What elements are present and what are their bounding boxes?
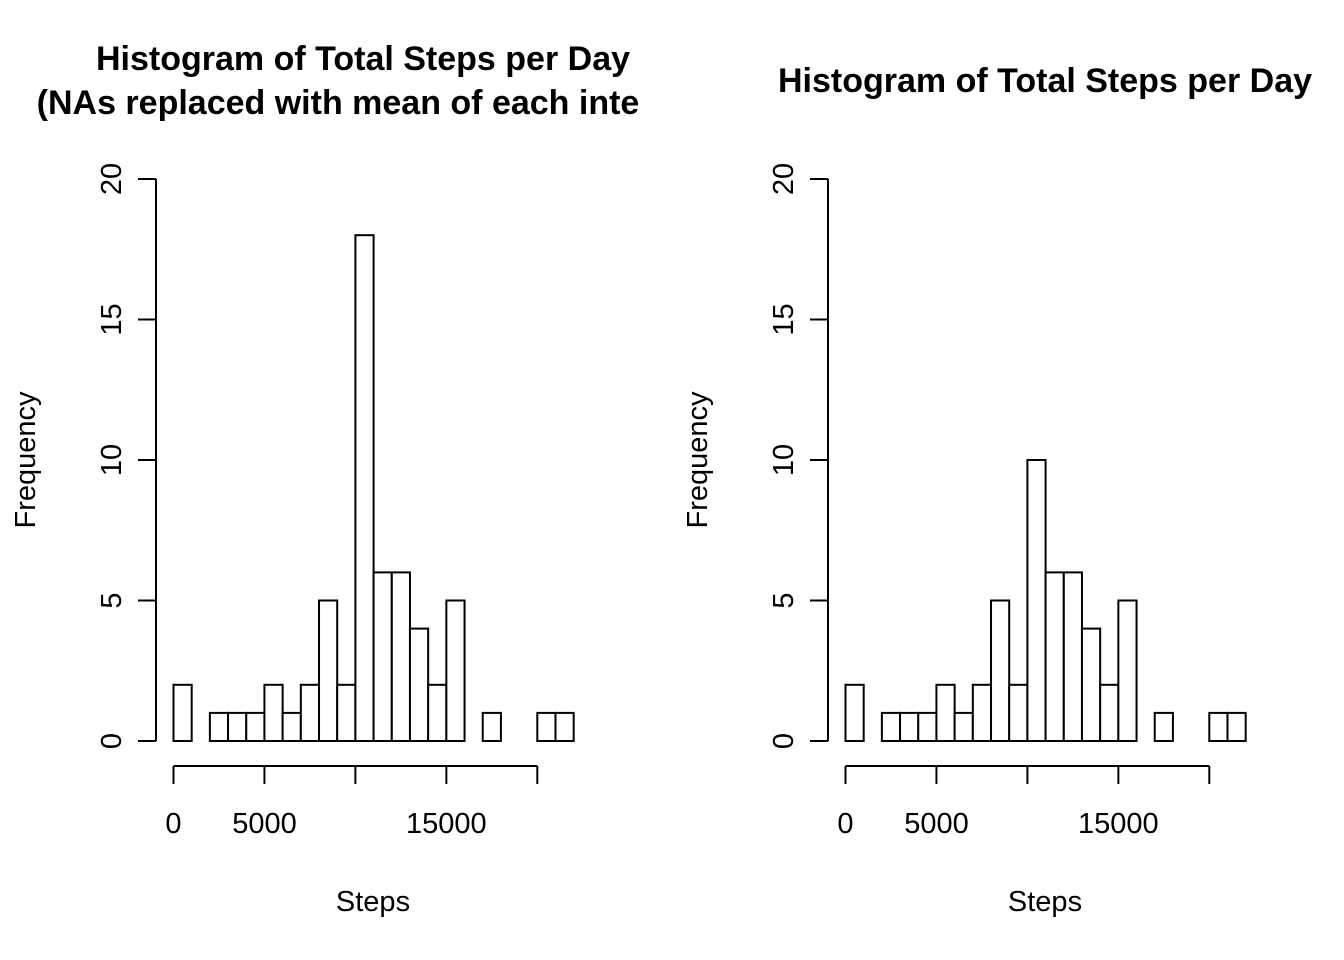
histogram-bar — [1026, 459, 1047, 742]
x-tick-label: 0 — [165, 808, 181, 840]
y-tick-label: 20 — [768, 163, 800, 195]
histogram-bar — [1099, 683, 1120, 742]
histogram-bar — [953, 711, 974, 743]
y-tick-label: 20 — [96, 163, 128, 195]
y-tick-label: 15 — [96, 303, 128, 335]
x-axis: 0 5000 15000 — [165, 765, 539, 840]
y-tick-label: 0 — [768, 733, 800, 749]
y-tick-label: 0 — [96, 733, 128, 749]
histogram-bar — [1062, 571, 1083, 743]
y-axis: 0 5 10 15 20 — [768, 163, 829, 749]
histogram-bar — [935, 683, 956, 742]
histogram-bars — [172, 234, 575, 743]
histogram-bar — [481, 711, 502, 743]
histogram-bar — [263, 683, 284, 742]
y-tick-label: 15 — [768, 303, 800, 335]
histogram-bar — [990, 599, 1011, 742]
histogram-bar — [299, 683, 321, 742]
histogram-bar — [844, 683, 865, 742]
histogram-bar — [281, 711, 302, 743]
histogram-panel-left: Histogram of Total Steps per Day (NAs re… — [10, 40, 639, 918]
y-axis-title: Frequency — [682, 391, 714, 529]
histogram-bar — [245, 711, 266, 743]
histogram-bar — [390, 571, 411, 743]
y-tick-label: 5 — [96, 592, 128, 608]
y-tick-label: 10 — [96, 444, 128, 476]
y-tick-label: 5 — [768, 592, 800, 608]
x-axis-title: Steps — [336, 886, 410, 918]
chart-title: Histogram of Total Steps per Day — [778, 62, 1312, 100]
histogram-bar — [208, 711, 230, 743]
histogram-bar — [1008, 683, 1029, 742]
histogram-bar — [971, 683, 993, 742]
histogram-bar — [1044, 571, 1065, 743]
histogram-bar — [427, 683, 448, 742]
chart-title-line-2: (NAs replaced with mean of each inte — [37, 84, 640, 122]
x-axis: 0 5000 15000 — [837, 765, 1211, 840]
histogram-bar — [172, 683, 193, 742]
histogram-bar — [1208, 711, 1229, 743]
histogram-bars — [844, 459, 1247, 743]
x-tick-label: 15000 — [1078, 808, 1159, 840]
histogram-bar — [536, 711, 557, 743]
x-tick-label: 5000 — [904, 808, 969, 840]
histogram-bar — [1226, 711, 1247, 743]
histogram-bar — [554, 711, 575, 743]
histogram-bar — [354, 234, 375, 742]
x-tick-label: 5000 — [232, 808, 297, 840]
histogram-bar — [318, 599, 339, 742]
x-axis-title: Steps — [1008, 886, 1082, 918]
histogram-bar — [408, 627, 430, 742]
chart-title-line-1: Histogram of Total Steps per Day — [96, 40, 630, 78]
histogram-bar — [1117, 599, 1138, 742]
histogram-bar — [336, 683, 357, 742]
histogram-panel-right: Histogram of Total Steps per Day Frequen… — [682, 62, 1312, 918]
y-tick-label: 10 — [768, 444, 800, 476]
histogram-bar — [1080, 627, 1102, 742]
y-axis-title: Frequency — [10, 391, 42, 529]
x-tick-label: 0 — [837, 808, 853, 840]
histogram-bar — [899, 711, 920, 743]
histogram-bar — [1153, 711, 1174, 743]
histogram-bar — [917, 711, 938, 743]
histogram-bar — [880, 711, 902, 743]
histogram-bar — [445, 599, 466, 742]
x-tick-label: 15000 — [406, 808, 487, 840]
histogram-bar — [227, 711, 248, 743]
histogram-bar — [372, 571, 393, 743]
y-axis: 0 5 10 15 20 — [96, 163, 157, 749]
